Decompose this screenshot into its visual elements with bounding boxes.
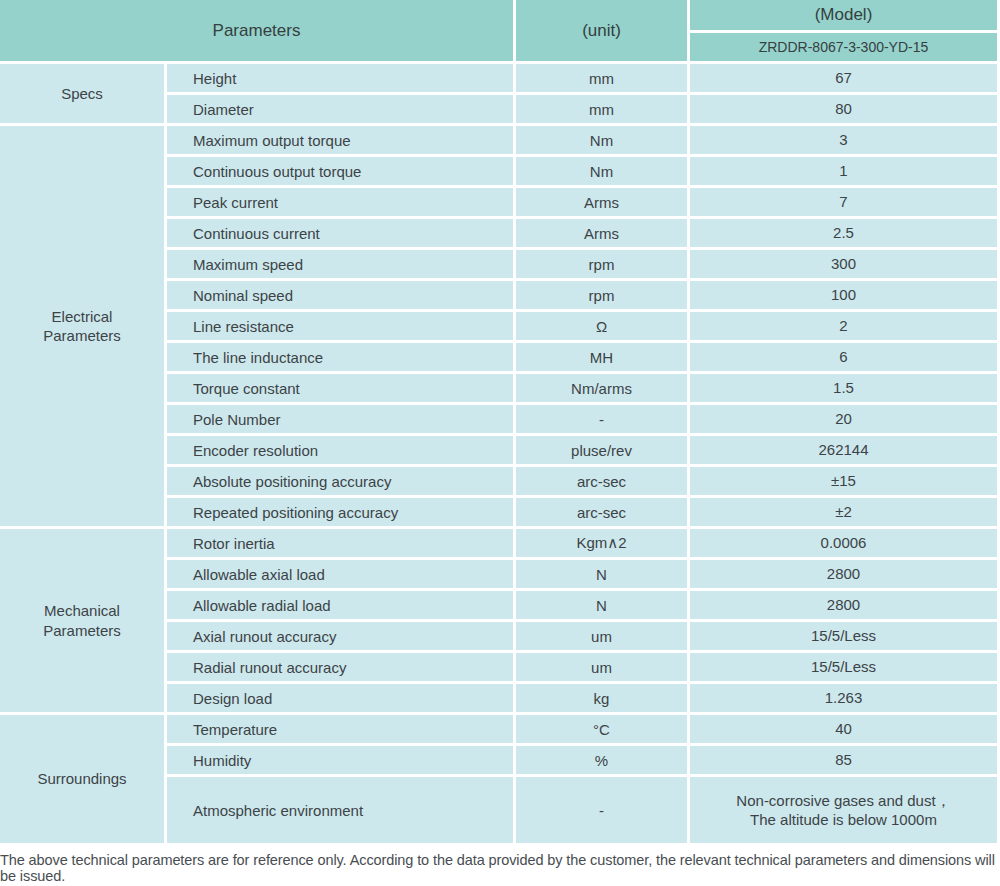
param-label: Pole Number: [167, 405, 513, 433]
unit-value: Arms: [516, 188, 687, 216]
param-value: 300: [690, 250, 997, 278]
param-value: 1.5: [690, 374, 997, 402]
param-label: Continuous output torque: [167, 157, 513, 185]
unit-value: °C: [516, 715, 687, 743]
param-value: 3: [690, 126, 997, 154]
param-label: Rotor inertia: [167, 529, 513, 557]
header-parameters: Parameters: [0, 0, 513, 61]
section-label-specs: Specs: [0, 64, 164, 123]
header-model: (Model): [690, 0, 997, 30]
unit-value: Nm/arms: [516, 374, 687, 402]
unit-value: -: [516, 405, 687, 433]
unit-value: arc-sec: [516, 467, 687, 495]
unit-value: Nm: [516, 126, 687, 154]
unit-value: rpm: [516, 281, 687, 309]
unit-value: -: [516, 777, 687, 843]
param-label: Maximum speed: [167, 250, 513, 278]
param-label: Axial runout accuracy: [167, 622, 513, 650]
unit-value: arc-sec: [516, 498, 687, 526]
param-label: Allowable axial load: [167, 560, 513, 588]
param-label: Radial runout accuracy: [167, 653, 513, 681]
param-label: Design load: [167, 684, 513, 712]
param-value: 0.0006: [690, 529, 997, 557]
param-label: Height: [167, 64, 513, 92]
param-label: Torque constant: [167, 374, 513, 402]
header-unit: (unit): [516, 0, 687, 61]
param-value: 2.5: [690, 219, 997, 247]
param-value: 15/5/Less: [690, 653, 997, 681]
unit-value: Ω: [516, 312, 687, 340]
param-label: Atmospheric environment: [167, 777, 513, 843]
param-value: Non-corrosive gases and dust， The altitu…: [690, 777, 997, 843]
param-value: 100: [690, 281, 997, 309]
unit-value: Nm: [516, 157, 687, 185]
param-value: 1: [690, 157, 997, 185]
param-value: 80: [690, 95, 997, 123]
unit-value: pluse/rev: [516, 436, 687, 464]
param-label: Nominal speed: [167, 281, 513, 309]
param-label: Repeated positioning accuracy: [167, 498, 513, 526]
unit-value: %: [516, 746, 687, 774]
param-value: 1.263: [690, 684, 997, 712]
param-value: 6: [690, 343, 997, 371]
unit-value: MH: [516, 343, 687, 371]
unit-value: mm: [516, 95, 687, 123]
unit-value: mm: [516, 64, 687, 92]
param-label: Continuous current: [167, 219, 513, 247]
param-label: Line resistance: [167, 312, 513, 340]
unit-value: Kgm∧2: [516, 529, 687, 557]
param-label: Absolute positioning accuracy: [167, 467, 513, 495]
unit-value: Arms: [516, 219, 687, 247]
param-label: Allowable radial load: [167, 591, 513, 619]
section-label-mechanical-parameters: Mechanical Parameters: [0, 529, 164, 712]
reference-disclaimer: The above technical parameters are for r…: [0, 852, 1000, 884]
param-label: Maximum output torque: [167, 126, 513, 154]
unit-value: N: [516, 591, 687, 619]
param-label: Peak current: [167, 188, 513, 216]
param-value: 2800: [690, 591, 997, 619]
param-label: Encoder resolution: [167, 436, 513, 464]
param-label: Diameter: [167, 95, 513, 123]
param-label: The line inductance: [167, 343, 513, 371]
param-value: 15/5/Less: [690, 622, 997, 650]
unit-value: N: [516, 560, 687, 588]
param-value: 2: [690, 312, 997, 340]
section-label-surroundings: Surroundings: [0, 715, 164, 843]
unit-value: rpm: [516, 250, 687, 278]
unit-value: um: [516, 653, 687, 681]
header-model-number: ZRDDR-8067-3-300-YD-15: [690, 33, 997, 61]
param-value: 20: [690, 405, 997, 433]
param-label: Humidity: [167, 746, 513, 774]
param-value: 262144: [690, 436, 997, 464]
param-value: 40: [690, 715, 997, 743]
param-label: Temperature: [167, 715, 513, 743]
unit-value: um: [516, 622, 687, 650]
unit-value: kg: [516, 684, 687, 712]
param-value: 7: [690, 188, 997, 216]
param-value: ±2: [690, 498, 997, 526]
section-label-electrical-parameters: Electrical Parameters: [0, 126, 164, 526]
param-value: 67: [690, 64, 997, 92]
param-value: ±15: [690, 467, 997, 495]
param-value: 85: [690, 746, 997, 774]
param-value: 2800: [690, 560, 997, 588]
spec-table: Parameters (unit) (Model) ZRDDR-8067-3-3…: [0, 0, 997, 843]
